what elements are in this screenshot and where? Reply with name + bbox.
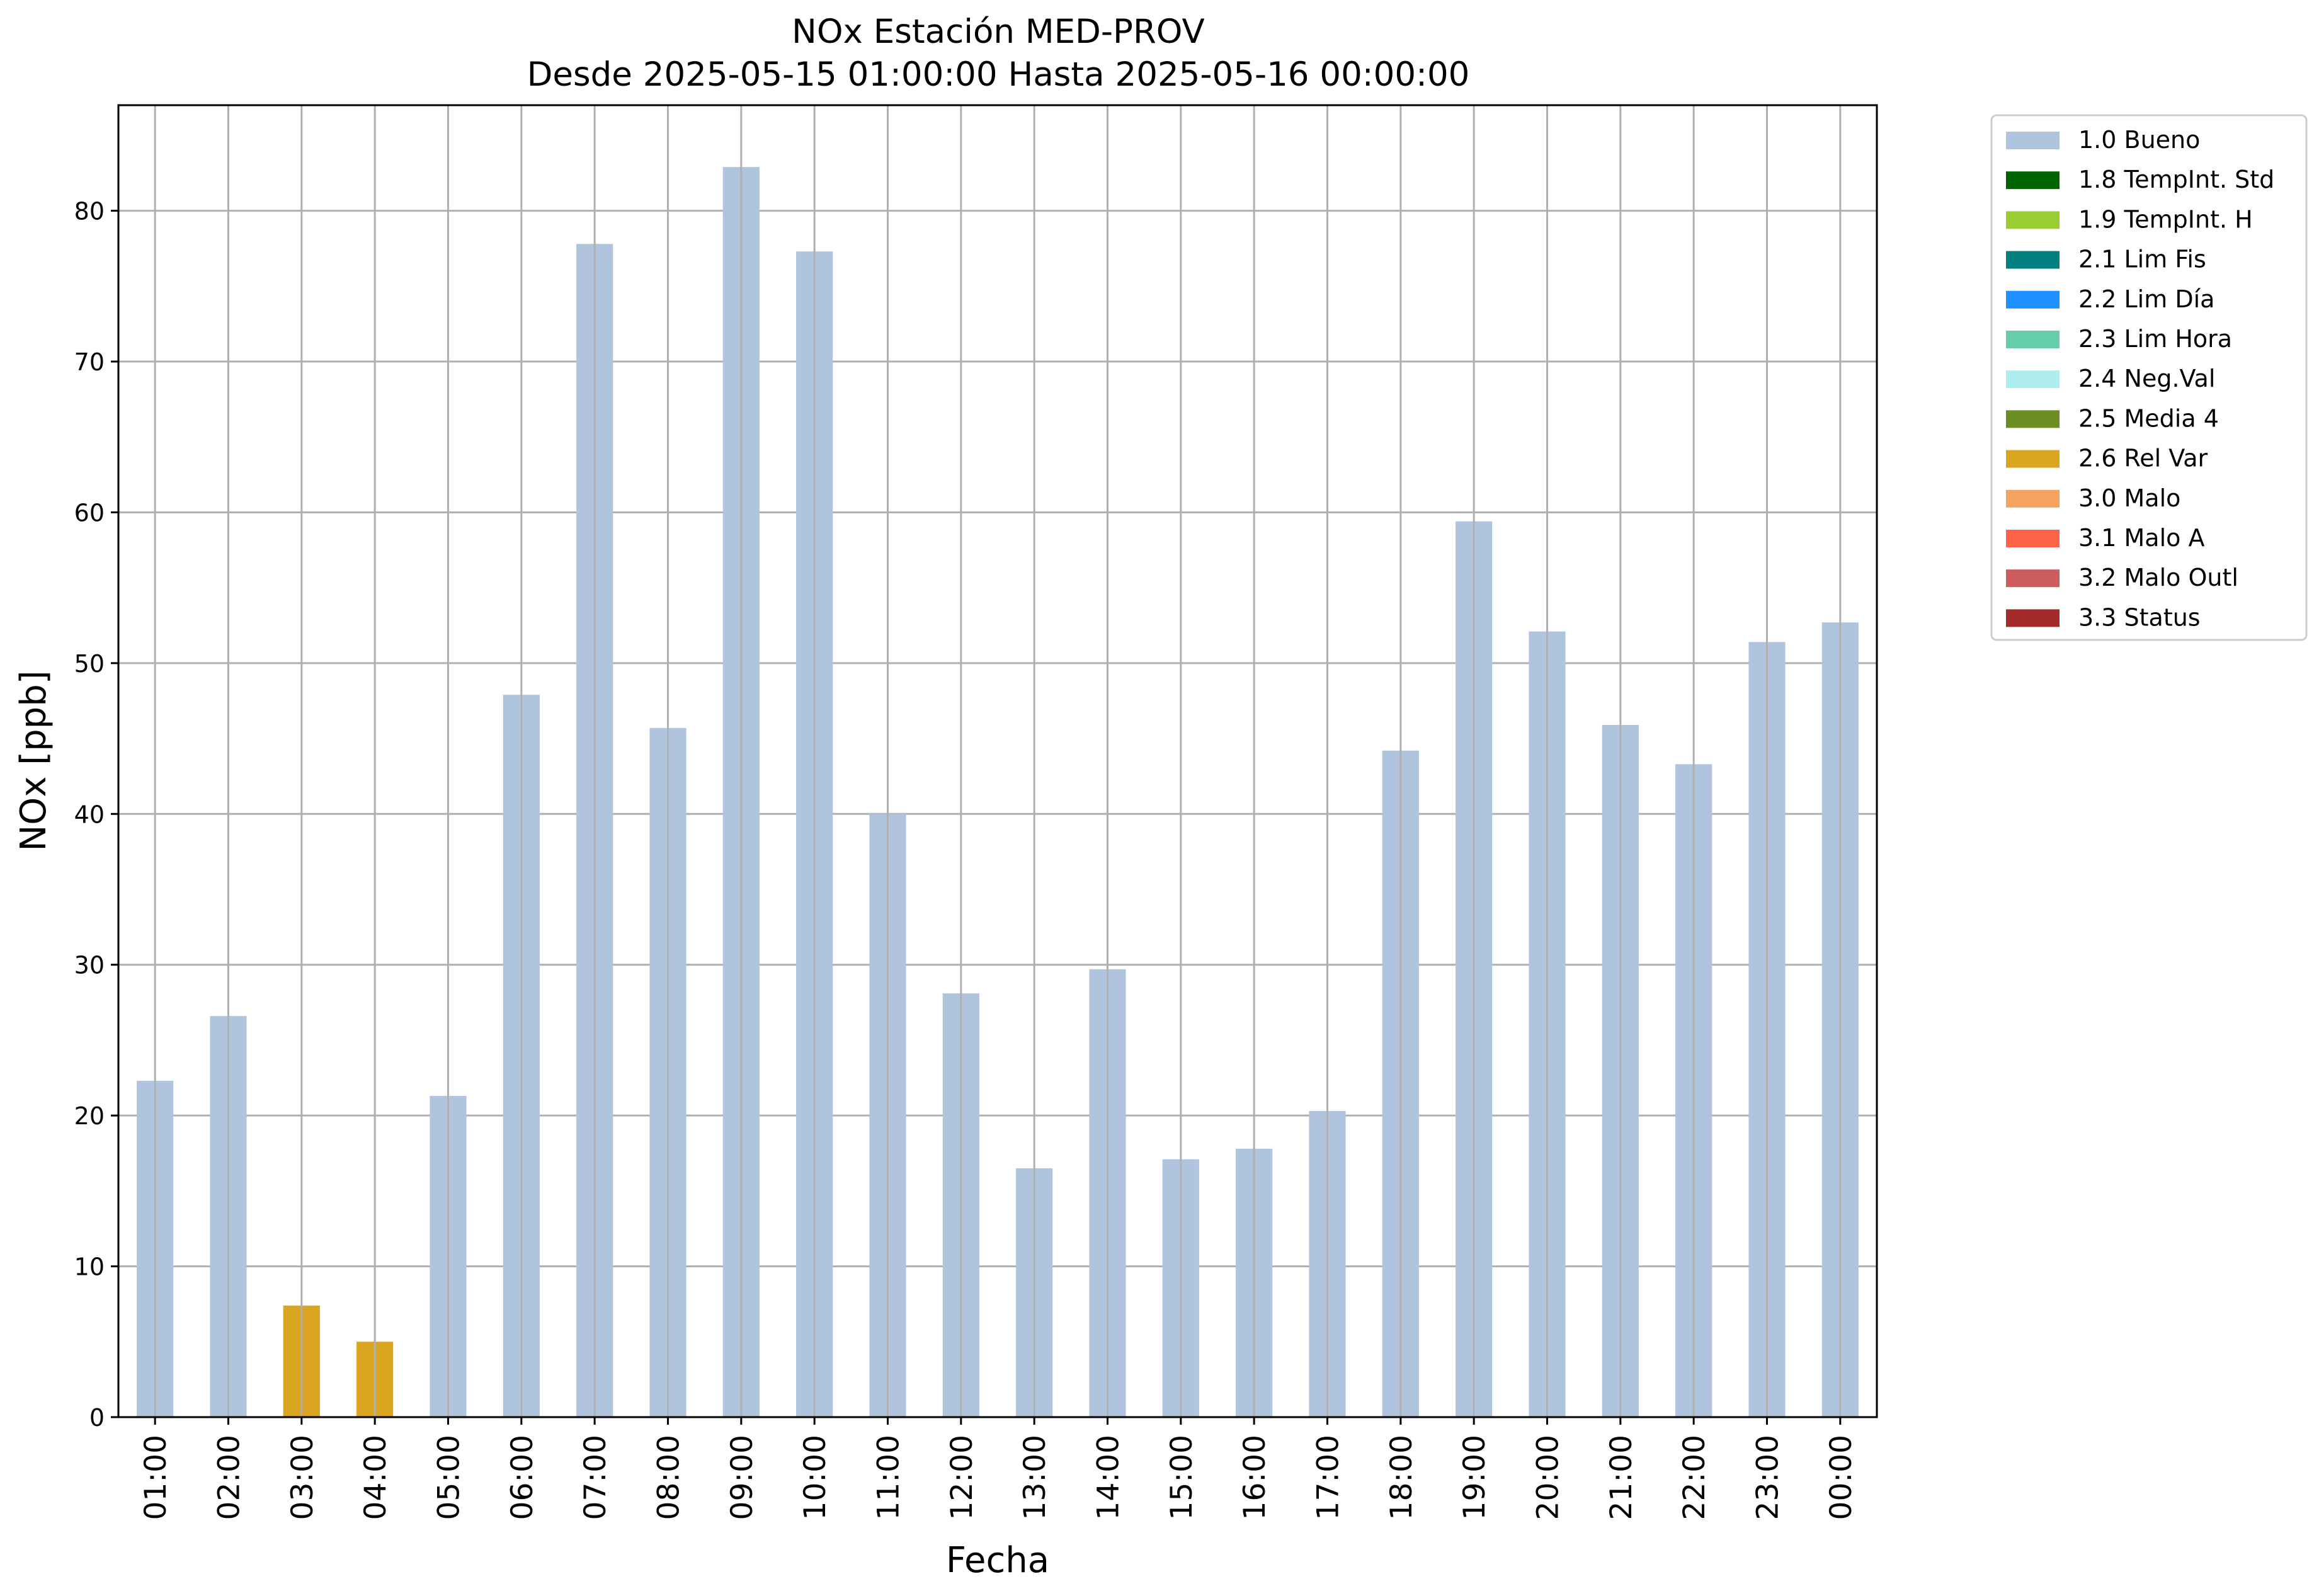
x-tick-label: 11:00 (872, 1435, 906, 1520)
y-tick-label: 0 (89, 1404, 105, 1432)
legend-swatch (2006, 410, 2060, 428)
x-tick-label: 07:00 (578, 1435, 613, 1520)
x-tick-label: 00:00 (1824, 1435, 1859, 1520)
legend-swatch (2006, 211, 2060, 229)
legend-label: 1.0 Bueno (2078, 126, 2200, 154)
y-axis-ticks: 0 10 20 30 40 50 60 70 80 (74, 198, 118, 1432)
x-tick-label: 03:00 (285, 1435, 320, 1520)
x-tick-label: 10:00 (798, 1435, 833, 1520)
legend-frame (1990, 114, 2308, 641)
legend-swatch (2006, 530, 2060, 547)
chart-subtitle: Desde 2025-05-15 01:00:00 Hasta 2025-05-… (527, 55, 1470, 94)
legend-label: 3.3 Status (2078, 603, 2201, 631)
x-tick-label: 12:00 (945, 1435, 979, 1520)
y-tick-label: 60 (74, 499, 105, 527)
x-tick-label: 06:00 (505, 1435, 540, 1520)
legend-label: 3.1 Malo A (2078, 524, 2204, 552)
y-tick-label: 80 (74, 198, 105, 225)
y-axis-label: NOx [ppb] (13, 670, 54, 851)
x-tick-label: 19:00 (1457, 1435, 1492, 1520)
x-tick-label: 14:00 (1091, 1435, 1126, 1520)
x-tick-label: 15:00 (1165, 1435, 1199, 1520)
legend-label: 1.9 TempInt. H (2078, 205, 2253, 233)
x-tick-label: 21:00 (1604, 1435, 1639, 1520)
y-tick-label: 40 (74, 801, 105, 828)
legend-label: 2.2 Lim Día (2078, 285, 2214, 313)
x-tick-label: 23:00 (1751, 1435, 1786, 1520)
x-tick-label: 09:00 (725, 1435, 760, 1520)
x-tick-label: 08:00 (652, 1435, 687, 1520)
x-tick-label: 05:00 (432, 1435, 467, 1520)
legend-swatch (2006, 609, 2060, 627)
legend-label: 2.3 Lim Hora (2078, 325, 2232, 353)
x-tick-label: 18:00 (1384, 1435, 1419, 1520)
grid-lines (118, 210, 1877, 1418)
bars (137, 105, 1859, 1418)
legend-swatch (2006, 251, 2060, 269)
legend-swatch (2006, 132, 2060, 149)
y-tick-label: 20 (74, 1102, 105, 1130)
x-tick-label: 16:00 (1238, 1435, 1272, 1520)
y-tick-label: 10 (74, 1253, 105, 1281)
x-tick-label: 22:00 (1677, 1435, 1712, 1520)
legend: 1.0 Bueno 1.8 TempInt. Std 1.9 TempInt. H 2… (1990, 114, 2308, 641)
legend-label: 1.8 TempInt. Std (2078, 166, 2274, 193)
legend-label: 2.4 Neg.Val (2078, 365, 2215, 392)
legend-label: 3.0 Malo (2078, 484, 2180, 512)
legend-swatch (2006, 290, 2060, 309)
legend-swatch (2006, 331, 2060, 348)
y-tick-label: 70 (74, 348, 105, 376)
legend-swatch (2006, 450, 2060, 468)
x-tick-label: 02:00 (212, 1435, 247, 1520)
x-tick-label: 20:00 (1531, 1435, 1566, 1520)
legend-label: 3.2 Malo Outl (2078, 564, 2238, 591)
legend-swatch (2006, 489, 2060, 508)
y-tick-label: 50 (74, 650, 105, 678)
plot-frame (117, 104, 1878, 1418)
legend-swatch (2006, 569, 2060, 588)
chart-title: NOx Estación MED-PROV (792, 13, 1205, 51)
legend-swatch (2006, 370, 2060, 389)
x-tick-label: 01:00 (139, 1435, 173, 1520)
x-tick-label: 17:00 (1311, 1435, 1346, 1520)
legend-label: 2.5 Media 4 (2078, 404, 2219, 432)
legend-swatch (2006, 171, 2060, 190)
legend-label: 2.1 Lim Fis (2078, 246, 2206, 273)
x-tick-label: 04:00 (358, 1435, 393, 1520)
legend-label: 2.6 Rel Var (2078, 445, 2208, 472)
x-tick-label: 13:00 (1018, 1435, 1052, 1520)
x-axis-label: Fecha (946, 1540, 1049, 1581)
x-axis-ticks: 01:00 02:00 03:00 04:00 05:00 06:00 07:00 08:00… (139, 1417, 1859, 1520)
y-tick-label: 30 (74, 952, 105, 979)
